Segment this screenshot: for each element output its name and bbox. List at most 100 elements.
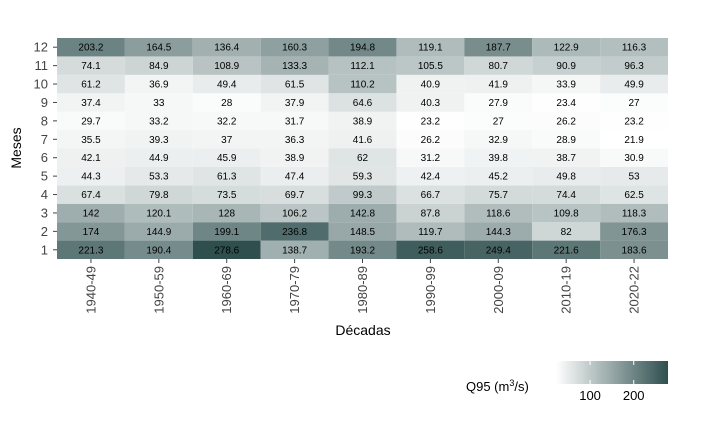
- cell-value-label: 87.8: [421, 208, 441, 219]
- cell-value-label: 59.3: [353, 172, 373, 183]
- y-tick-label: 4: [41, 187, 48, 202]
- heatmap-cell: [124, 38, 193, 57]
- cell-value-label: 37.4: [81, 98, 101, 109]
- heatmap-cell: [532, 130, 601, 149]
- heatmap-cell: [396, 74, 465, 94]
- cell-value-label: 32.2: [217, 116, 237, 127]
- cell-value-label: 66.7: [421, 190, 441, 201]
- heatmap-cell: [57, 185, 125, 204]
- heatmap-cell: [532, 111, 601, 131]
- cell-value-label: 41.6: [353, 135, 373, 146]
- cell-value-label: 37.9: [285, 98, 305, 109]
- heatmap-cell: [57, 240, 125, 259]
- cell-value-label: 39.3: [149, 135, 169, 146]
- cell-value-label: 109.8: [554, 208, 579, 219]
- cell-value-label: 160.3: [282, 43, 307, 54]
- heatmap-cell: [260, 56, 329, 75]
- cell-value-label: 27: [493, 116, 505, 127]
- y-tick-label: 11: [35, 58, 49, 73]
- cell-value-label: 49.8: [556, 172, 576, 183]
- cell-value-label: 183.6: [622, 245, 647, 256]
- cell-value-label: 36.9: [149, 80, 169, 91]
- heatmap-cell: [192, 56, 261, 75]
- cell-value-label: 128: [218, 208, 235, 219]
- legend-title: Q95 (m3/s): [466, 378, 529, 394]
- cell-value-label: 42.4: [421, 172, 441, 183]
- x-tick-label: 2000-09: [491, 266, 506, 314]
- cell-value-label: 28.9: [556, 135, 576, 146]
- heatmap-cell: [192, 222, 261, 241]
- cell-value-label: 120.1: [146, 208, 171, 219]
- heatmap-cell: [532, 203, 601, 223]
- heatmap-cell: [532, 74, 601, 94]
- heatmap-cell: [57, 74, 125, 94]
- heatmap-cell: [600, 56, 668, 75]
- heatmap-cell: [464, 74, 533, 94]
- cell-value-label: 32.9: [489, 135, 509, 146]
- heatmap-cell: [260, 111, 329, 131]
- cell-value-label: 37: [221, 135, 233, 146]
- heatmap-cell: [396, 56, 465, 75]
- legend-title-superscript: 3: [509, 378, 514, 388]
- cell-value-label: 28: [221, 98, 233, 109]
- x-tick-label: 2020-22: [627, 266, 642, 314]
- heatmap-cell: [260, 222, 329, 241]
- heatmap-cell: [532, 185, 601, 204]
- cell-value-label: 148.5: [350, 227, 375, 238]
- heatmap-cell: [396, 166, 465, 186]
- heatmap-cell: [192, 38, 261, 57]
- cell-value-label: 45.9: [217, 153, 237, 164]
- heatmap-cell: [260, 74, 329, 94]
- cell-value-label: 144.3: [486, 227, 511, 238]
- x-tick-label: 1970-79: [287, 266, 302, 314]
- cell-value-label: 35.5: [81, 135, 101, 146]
- heatmap-cell: [124, 130, 193, 149]
- x-tick-label: 1990-99: [423, 266, 438, 314]
- cell-value-label: 203.2: [78, 43, 103, 54]
- heatmap-cell: [192, 130, 261, 149]
- heatmap-cell: [328, 166, 397, 186]
- heatmap-cell: [124, 74, 193, 94]
- cell-value-label: 61.2: [81, 80, 101, 91]
- heatmap-cell: [532, 93, 601, 112]
- cell-value-label: 73.5: [217, 190, 237, 201]
- heatmap-cell: [464, 222, 533, 241]
- heatmap-cell: [464, 38, 533, 57]
- cell-value-label: 199.1: [214, 227, 239, 238]
- cell-value-label: 47.4: [285, 172, 305, 183]
- cell-value-label: 38.7: [556, 153, 576, 164]
- legend-colorbar: [556, 361, 668, 384]
- heatmap-cell: [328, 148, 397, 167]
- heatmap-cell: [124, 203, 193, 223]
- heatmap-cell: [124, 148, 193, 167]
- heatmap-cell: [464, 130, 533, 149]
- cell-value-label: 31.2: [421, 153, 441, 164]
- cell-value-label: 79.8: [149, 190, 169, 201]
- cell-value-label: 33.2: [149, 116, 169, 127]
- cell-value-label: 142.8: [350, 208, 375, 219]
- y-tick-label: 9: [41, 95, 48, 110]
- cell-value-label: 116.3: [622, 43, 647, 54]
- cell-value-label: 138.7: [282, 245, 307, 256]
- heatmap-cell: [328, 185, 397, 204]
- cell-value-label: 96.3: [624, 61, 644, 72]
- cell-value-label: 99.3: [353, 190, 373, 201]
- heatmap-cell: [600, 130, 668, 149]
- y-axis-title: Meses: [8, 127, 24, 168]
- heatmap-cell: [192, 203, 261, 223]
- cell-value-label: 118.6: [486, 208, 511, 219]
- heatmap-cell: [124, 222, 193, 241]
- cell-value-label: 194.8: [350, 43, 375, 54]
- y-tick-label: 10: [34, 77, 48, 92]
- cell-value-label: 49.4: [217, 80, 237, 91]
- heatmap-cell: [600, 185, 668, 204]
- cell-value-label: 38.9: [353, 116, 373, 127]
- heatmap-cell: [57, 38, 125, 57]
- cell-value-label: 133.3: [282, 61, 307, 72]
- heatmap-cell: [192, 185, 261, 204]
- heatmap-cell: [192, 93, 261, 112]
- y-tick-label: 1: [41, 242, 48, 257]
- x-tick-label: 1980-89: [355, 266, 370, 314]
- heatmap-cell: [600, 222, 668, 241]
